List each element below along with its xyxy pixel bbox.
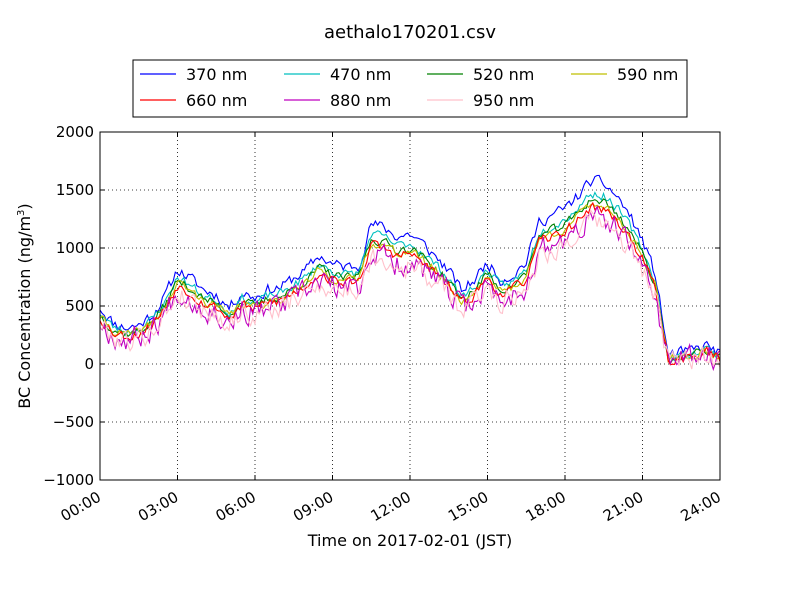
legend-label: 880 nm xyxy=(330,91,391,110)
x-axis-label: Time on 2017-02-01 (JST) xyxy=(307,531,512,550)
series-line xyxy=(100,174,720,358)
plot-area xyxy=(99,131,721,481)
legend-label: 470 nm xyxy=(330,65,391,84)
y-tick-label: 0 xyxy=(84,355,94,373)
y-axis-label-main: BC Concentration (ng/m xyxy=(15,216,34,409)
y-axis-label-sup: 3 xyxy=(16,210,27,216)
y-axis-label: BC Concentration (ng/m3) xyxy=(15,203,34,408)
series-lines xyxy=(100,174,720,372)
y-axis-label-end: ) xyxy=(15,203,34,209)
y-tick-label: 500 xyxy=(65,297,94,315)
y-tick-label: 1500 xyxy=(56,181,94,199)
legend: 370 nm 470 nm 520 nm 590 nm 660 nm 880 nm 950 … xyxy=(132,59,688,118)
legend-label: 660 nm xyxy=(186,91,247,110)
legend-label: 370 nm xyxy=(186,65,247,84)
chart-title: aethalo170201.csv xyxy=(324,22,496,43)
legend-label: 950 nm xyxy=(473,91,534,110)
y-tick-label: −500 xyxy=(53,413,94,431)
y-tick-label: 2000 xyxy=(56,123,94,141)
y-axis-ticks: −1000 −500 0 500 1000 1500 2000 xyxy=(43,123,720,489)
y-tick-label: 1000 xyxy=(56,239,94,257)
legend-label: 520 nm xyxy=(473,65,534,84)
series-line xyxy=(100,208,720,370)
y-tick-label: −1000 xyxy=(43,471,94,489)
grid-lines xyxy=(100,132,720,480)
legend-label: 590 nm xyxy=(617,65,678,84)
